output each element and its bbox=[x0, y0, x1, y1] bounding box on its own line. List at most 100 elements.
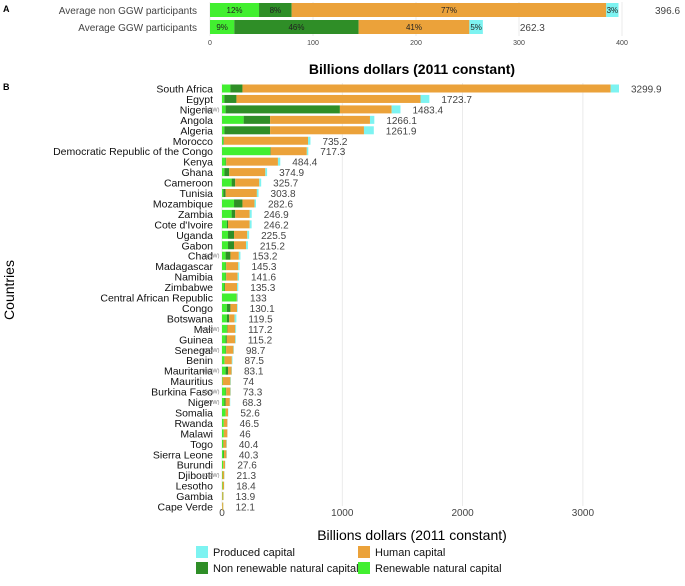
panel-a-segment-label: 41% bbox=[406, 23, 422, 32]
panel-b-bar-human bbox=[226, 158, 278, 166]
panel-b-bar-nonrenewable bbox=[226, 252, 231, 260]
panel-b-bar-nonrenewable bbox=[228, 231, 234, 239]
panel-b-bar-human bbox=[226, 262, 238, 270]
panel-b-bar-human bbox=[226, 189, 257, 197]
panel-b-bar-renewable bbox=[222, 137, 223, 145]
panel-b-bar-renewable bbox=[222, 199, 234, 207]
legend-swatch bbox=[196, 562, 208, 574]
panel-b-bar-nonrenewable bbox=[227, 325, 228, 333]
panel-b-bar-human bbox=[226, 388, 230, 396]
panel-b-bar-produced bbox=[246, 241, 248, 249]
panel-b-bar-renewable bbox=[222, 85, 230, 93]
panel-b-total-label: 484.4 bbox=[292, 158, 317, 169]
panel-b-total-label: 153.2 bbox=[252, 252, 277, 263]
panel-b-bar-nonrenewable bbox=[226, 262, 227, 270]
panel-b-bar-renewable bbox=[222, 314, 227, 322]
panel-b-bar-nonrenewable bbox=[232, 210, 236, 218]
panel-b-total-label: 68.3 bbox=[242, 398, 262, 409]
panel-b-total-label: 1261.9 bbox=[386, 126, 417, 137]
panel-b-total-label: 1483.4 bbox=[412, 105, 443, 116]
panel-a-x-tick-label: 300 bbox=[513, 40, 525, 47]
panel-b-bar-human bbox=[225, 283, 237, 291]
panel-b-bar-produced bbox=[238, 262, 239, 270]
panel-b-bar-produced bbox=[250, 210, 252, 218]
panel-a-label: A bbox=[3, 4, 10, 14]
panel-b-bar-nonrenewable bbox=[270, 147, 271, 155]
panel-b-bar-renewable bbox=[222, 105, 226, 113]
panel-a-total-label: 396.6 bbox=[655, 6, 680, 17]
panel-b-total-label: 21.3 bbox=[237, 471, 257, 482]
panel-b-bar-human bbox=[230, 252, 238, 260]
panel-b-bar-nonrenewable bbox=[227, 314, 229, 322]
panel-a-segment-label: 77% bbox=[441, 6, 457, 15]
panel-b-total-label: 40.3 bbox=[239, 450, 259, 461]
panel-b-bar-nonrenewable bbox=[226, 158, 227, 166]
panel-a-total-label: 262.3 bbox=[520, 23, 545, 34]
panel-a-segment-label: 5% bbox=[470, 23, 482, 32]
legend-swatch bbox=[358, 546, 370, 558]
panel-b-bar-renewable bbox=[222, 440, 223, 448]
panel-b-bar-renewable bbox=[222, 147, 270, 155]
panel-b-bar-produced bbox=[421, 95, 430, 103]
panel-b-bar-produced bbox=[237, 283, 238, 291]
panel-b-total-label: 141.6 bbox=[251, 273, 276, 284]
panel-b-total-label: 52.6 bbox=[240, 408, 260, 419]
panel-b-ggw-tag: (GGW) bbox=[202, 473, 220, 479]
panel-b-bar-nonrenewable bbox=[226, 273, 227, 281]
legend-label: Produced capital bbox=[213, 547, 295, 559]
panel-b-bar-produced bbox=[278, 158, 280, 166]
panel-b-bar-human bbox=[228, 367, 232, 375]
panel-b-total-label: 374.9 bbox=[279, 168, 304, 179]
panel-b-bar-nonrenewable bbox=[223, 137, 224, 145]
panel-b-bar-renewable bbox=[222, 273, 226, 281]
panel-b-bar-human bbox=[229, 168, 265, 176]
panel-b-bar-human bbox=[226, 346, 233, 354]
panel-b-ggw-tag: (GGW) bbox=[202, 327, 220, 333]
panel-b-bar-human bbox=[270, 116, 370, 124]
panel-b-bar-renewable bbox=[222, 377, 223, 385]
panel-b-total-label: 40.4 bbox=[239, 440, 259, 451]
panel-b-bar-produced bbox=[235, 314, 237, 322]
panel-b-bar-human bbox=[271, 147, 307, 155]
panel-b-bar-human bbox=[226, 273, 237, 281]
panel-a-segment-label: 46% bbox=[288, 23, 304, 32]
panel-b-total-label: 717.3 bbox=[320, 147, 345, 158]
panel-b-total-label: 215.2 bbox=[260, 241, 285, 252]
panel-b-bar-renewable bbox=[222, 158, 226, 166]
panel-b-bar-human bbox=[270, 126, 364, 134]
panel-b-bar-nonrenewable bbox=[223, 450, 224, 458]
legend-label: Human capital bbox=[375, 547, 445, 559]
panel-b-bar-produced bbox=[259, 179, 261, 187]
panel-b-bar-nonrenewable bbox=[226, 335, 227, 343]
panel-b-bar-nonrenewable bbox=[244, 116, 270, 124]
panel-b-bar-human bbox=[227, 335, 235, 343]
panel-b-bar-renewable bbox=[222, 482, 223, 490]
panel-b-total-label: 246.2 bbox=[264, 220, 289, 231]
panel-b-bar-human bbox=[237, 294, 238, 302]
panel-b-bar-renewable bbox=[222, 429, 224, 437]
panel-b-bar-renewable bbox=[222, 461, 223, 469]
panel-b-bar-renewable bbox=[222, 304, 227, 312]
panel-b-total-label: 325.7 bbox=[273, 179, 298, 190]
panel-b-bar-human bbox=[225, 356, 232, 364]
panel-b-bar-human bbox=[242, 199, 254, 207]
panel-b-bar-nonrenewable bbox=[224, 398, 225, 406]
panel-b-bar-renewable bbox=[222, 168, 224, 176]
panel-b-bar-renewable bbox=[222, 294, 236, 302]
panel-b-total-label: 119.5 bbox=[248, 314, 273, 325]
panel-a-segment-label: 3% bbox=[607, 6, 619, 15]
panel-b-x-tick-label: 1000 bbox=[331, 508, 354, 519]
legend-swatch bbox=[358, 562, 370, 574]
panel-b-total-label: 1266.1 bbox=[386, 116, 417, 127]
panel-b-bar-nonrenewable bbox=[224, 126, 270, 134]
panel-a-category-label: Average GGW participants bbox=[78, 23, 197, 34]
panel-b-bar-renewable bbox=[222, 231, 228, 239]
panel-b-bar-human bbox=[230, 304, 237, 312]
panel-b-bar-renewable bbox=[222, 189, 223, 197]
panel-b-bar-nonrenewable bbox=[223, 189, 225, 197]
